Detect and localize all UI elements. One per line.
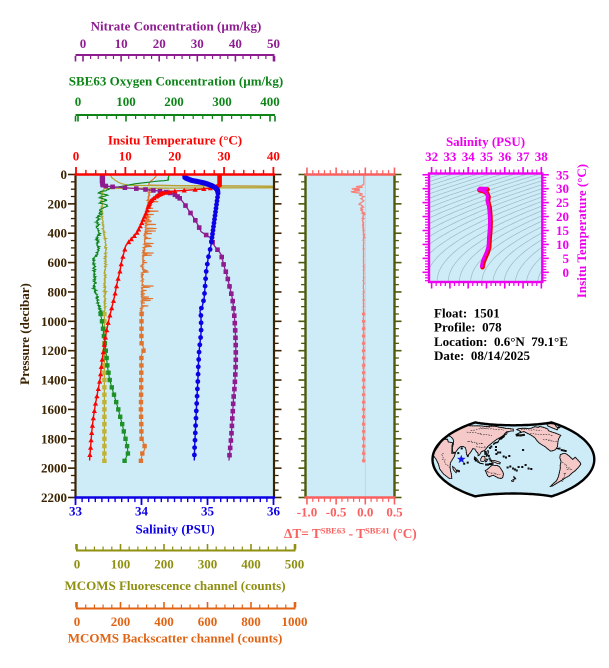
svg-text:50: 50 (267, 36, 280, 51)
svg-text:38: 38 (535, 149, 549, 164)
svg-text:0: 0 (73, 149, 80, 164)
svg-text:400: 400 (260, 94, 280, 109)
svg-text:600: 600 (198, 614, 218, 629)
svg-text:200: 200 (111, 614, 131, 629)
svg-text:25: 25 (556, 195, 570, 210)
svg-text:Salinity (PSU): Salinity (PSU) (446, 134, 525, 149)
svg-text:1000: 1000 (282, 614, 308, 629)
svg-text:30: 30 (191, 36, 204, 51)
svg-text:800: 800 (48, 285, 68, 300)
svg-text:Nitrate Concentration (µm/kg): Nitrate Concentration (µm/kg) (91, 19, 262, 34)
svg-text:400: 400 (154, 614, 174, 629)
svg-text:Pressure (decibar): Pressure (decibar) (17, 283, 32, 385)
svg-text:500: 500 (285, 557, 305, 572)
svg-text:40: 40 (267, 149, 280, 164)
svg-text:34: 34 (462, 149, 476, 164)
svg-text:32: 32 (425, 149, 438, 164)
svg-text:300: 300 (212, 94, 232, 109)
svg-text:10: 10 (556, 237, 569, 252)
svg-text:0: 0 (75, 94, 82, 109)
svg-text:35: 35 (556, 167, 570, 182)
svg-text:0: 0 (61, 167, 68, 182)
svg-text:600: 600 (48, 255, 68, 270)
svg-text:100: 100 (116, 94, 136, 109)
svg-text:1000: 1000 (41, 314, 67, 329)
svg-text:ΔT= TSBE63 - TSBE41 (°C): ΔT= TSBE63 - TSBE41 (°C) (284, 526, 417, 542)
svg-text:200: 200 (48, 196, 68, 211)
svg-text:300: 300 (198, 557, 218, 572)
svg-text:10: 10 (119, 149, 132, 164)
svg-text:Salinity (PSU): Salinity (PSU) (135, 522, 214, 537)
svg-text:400: 400 (48, 226, 68, 241)
svg-text:Insitu Temperature (°C): Insitu Temperature (°C) (574, 164, 589, 298)
svg-text:-1.0: -1.0 (297, 505, 318, 520)
svg-text:MCOMS Backscatter channel (cou: MCOMS Backscatter channel (counts) (68, 631, 283, 646)
svg-text:0: 0 (80, 36, 87, 51)
svg-text:36: 36 (267, 504, 281, 519)
svg-text:Insitu Temperature (°C): Insitu Temperature (°C) (108, 133, 242, 148)
svg-text:200: 200 (154, 557, 174, 572)
svg-text:0: 0 (74, 614, 81, 629)
svg-text:35: 35 (480, 149, 494, 164)
svg-text:0: 0 (563, 265, 570, 280)
svg-text:0: 0 (74, 557, 81, 572)
svg-text:1800: 1800 (41, 431, 67, 446)
svg-text:0.5: 0.5 (386, 505, 403, 520)
svg-text:33: 33 (443, 149, 457, 164)
svg-text:200: 200 (164, 94, 184, 109)
svg-text:-0.5: -0.5 (326, 505, 347, 520)
svg-text:33: 33 (69, 504, 83, 519)
svg-text:1200: 1200 (41, 343, 67, 358)
svg-text:37: 37 (517, 149, 531, 164)
svg-text:20: 20 (168, 149, 181, 164)
svg-text:Float: 1501: Float: 1501 (434, 306, 500, 321)
svg-text:2000: 2000 (41, 461, 67, 476)
svg-text:35: 35 (201, 504, 215, 519)
svg-text:800: 800 (241, 614, 261, 629)
svg-text:10: 10 (115, 36, 128, 51)
svg-text:Date: 08/14/2025: Date: 08/14/2025 (434, 348, 531, 363)
svg-text:40: 40 (229, 36, 242, 51)
svg-text:100: 100 (111, 557, 131, 572)
svg-text:30: 30 (556, 181, 569, 196)
svg-text:20: 20 (153, 36, 166, 51)
svg-text:SBE63 Oxygen Concentration (µm: SBE63 Oxygen Concentration (µm/kg) (69, 74, 283, 89)
svg-text:MCOMS Fluorescence channel (co: MCOMS Fluorescence channel (counts) (64, 578, 285, 593)
svg-text:1400: 1400 (41, 373, 67, 388)
svg-text:15: 15 (556, 223, 570, 238)
svg-text:0.0: 0.0 (357, 505, 373, 520)
svg-text:Profile: 078: Profile: 078 (434, 320, 502, 335)
svg-text:20: 20 (556, 209, 569, 224)
svg-text:36: 36 (498, 149, 512, 164)
svg-text:5: 5 (563, 251, 570, 266)
svg-text:1600: 1600 (41, 402, 67, 417)
svg-text:Location: 0.6°N 79.1°E: Location: 0.6°N 79.1°E (434, 334, 568, 349)
svg-text:30: 30 (218, 149, 231, 164)
svg-text:400: 400 (241, 557, 261, 572)
svg-text:34: 34 (135, 504, 149, 519)
svg-text:2200: 2200 (41, 490, 67, 505)
